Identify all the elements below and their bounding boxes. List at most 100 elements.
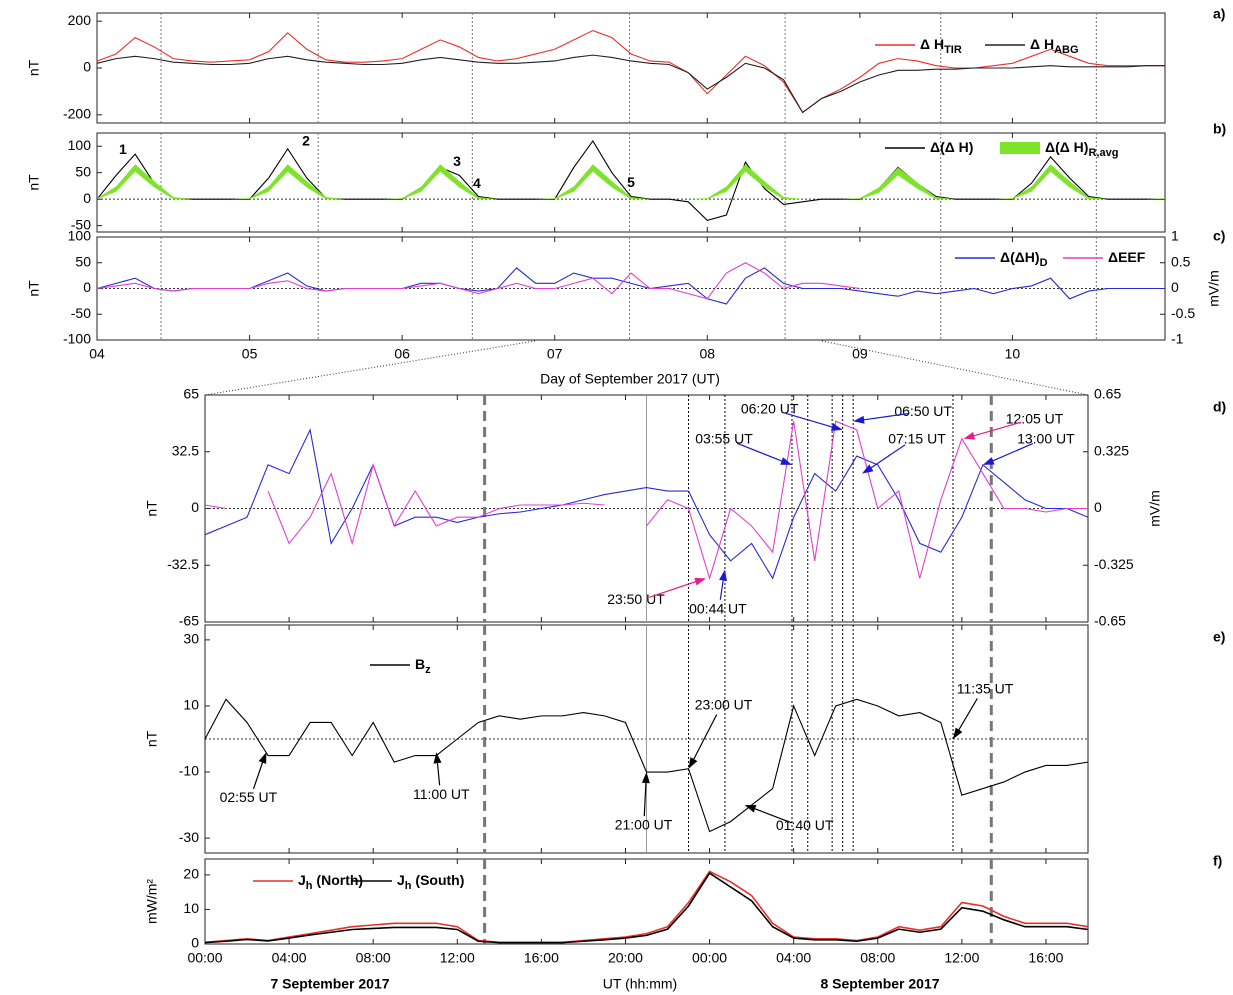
series-line <box>204 870 1089 944</box>
annotation-arrow <box>956 698 978 733</box>
arrow-head <box>953 727 963 739</box>
y2-tick-label: 0.325 <box>1094 442 1129 458</box>
annotation-label: 02:55 UT <box>220 789 278 805</box>
y-axis-label: mW/m² <box>144 879 160 924</box>
y-tick-label: 100 <box>68 137 92 153</box>
arrow-head <box>982 457 995 465</box>
series-line <box>96 139 1165 221</box>
legend-label: Δ HTIR <box>920 36 962 56</box>
annotation-arrow <box>782 411 836 429</box>
annotation-label: 13:00 UT <box>1017 431 1075 447</box>
legend-label: Δ HABG <box>1030 36 1079 56</box>
legend-subscript: ABG <box>1054 44 1078 56</box>
annotation-arrow <box>649 580 699 598</box>
y-tick-label: -50 <box>71 216 91 232</box>
y-tick-label: 20 <box>183 866 199 882</box>
legend-label: ΔEEF <box>1108 249 1146 265</box>
panel-label: e) <box>1213 629 1225 645</box>
y-tick-label: 0 <box>83 190 91 206</box>
arrow-head <box>853 415 865 424</box>
annotation-arrow <box>990 442 1034 463</box>
y-tick-label: 10 <box>183 900 199 916</box>
y2-tick-label: 0.5 <box>1171 253 1191 269</box>
annotation-label: 01:40 UT <box>776 817 834 833</box>
annotation-arrow <box>752 807 792 824</box>
arrow-head <box>719 569 727 582</box>
y-tick-label: 0 <box>83 59 91 75</box>
legend-name: Δ H <box>1030 36 1054 52</box>
legend-label: Bz <box>415 656 431 676</box>
y-tick-label: 50 <box>75 253 91 269</box>
x-tick-label: 04 <box>89 346 105 362</box>
x-axis-label: Day of September 2017 (UT) <box>540 371 720 387</box>
legend-name: Δ H <box>920 36 944 52</box>
legend-name: J <box>397 872 405 888</box>
y-tick-label: 30 <box>183 631 199 647</box>
annotation-label: 21:00 UT <box>615 817 673 833</box>
y-tick-label: 32.5 <box>172 442 199 458</box>
annotation-arrow <box>736 442 785 463</box>
x-tick-label: 09 <box>852 346 868 362</box>
legend-subscript: h <box>306 880 313 892</box>
x-tick-label: 10 <box>1005 346 1021 362</box>
x-tick-label: 07 <box>547 346 563 362</box>
x-tick-label: 04:00 <box>776 950 811 966</box>
y2-tick-label: 0 <box>1094 499 1102 515</box>
legend-suffix: (South) <box>412 872 465 888</box>
x-tick-label: 20:00 <box>608 950 643 966</box>
y-tick-label: -100 <box>63 331 91 347</box>
x-axis-label: UT (hh:mm) <box>603 976 677 992</box>
x-tick-label: 08:00 <box>356 950 391 966</box>
legend-name: ΔEEF <box>1108 249 1146 265</box>
band-area <box>97 164 1165 200</box>
y2-tick-label: 0 <box>1171 279 1179 295</box>
date-label: 8 September 2017 <box>820 976 939 992</box>
x-tick-label: 16:00 <box>524 950 559 966</box>
panel-frame <box>204 858 1089 945</box>
y2-tick-label: 1 <box>1171 228 1179 244</box>
series-line <box>96 262 860 300</box>
x-tick-label: 05 <box>242 346 258 362</box>
y2-tick-label: -0.65 <box>1094 613 1126 629</box>
y-tick-label: 100 <box>68 228 92 244</box>
series-line <box>204 698 1089 833</box>
y-axis-label: nT <box>144 500 160 517</box>
annotation-arrow <box>861 412 910 421</box>
y2-tick-label: -0.325 <box>1094 556 1134 572</box>
legend-label: Δ(ΔH)D <box>1000 249 1048 269</box>
y-tick-label: 0 <box>191 935 199 951</box>
y2-tick-label: 0.65 <box>1094 386 1121 402</box>
arrow-head <box>688 757 698 769</box>
annotation-arrow <box>868 444 906 470</box>
annotation-arrow <box>252 759 265 790</box>
arrow-head <box>830 423 843 431</box>
annotation-label: 5 <box>627 174 635 190</box>
y-tick-label: -65 <box>179 613 199 629</box>
y2-tick-label: -1 <box>1171 331 1184 347</box>
x-tick-label: 00:00 <box>187 950 222 966</box>
legend-name: Δ(ΔH) <box>1000 249 1040 265</box>
arrow-head <box>744 804 757 813</box>
panel-label: a) <box>1213 6 1225 22</box>
arrow-head <box>258 752 267 764</box>
x-tick-label: 16:00 <box>1028 950 1063 966</box>
y2-tick-label: -0.5 <box>1171 305 1195 321</box>
y-axis-label: nT <box>26 59 42 76</box>
arrow-head <box>694 577 706 586</box>
y-axis-label: nT <box>144 730 160 747</box>
legend-subscript: TIR <box>944 44 962 56</box>
y-tick-label: 50 <box>75 163 91 179</box>
annotation-arrow <box>971 421 1022 438</box>
panel-label: d) <box>1213 399 1226 415</box>
y-tick-label: -50 <box>71 305 91 321</box>
panel-label: c) <box>1213 228 1225 244</box>
y-tick-label: 200 <box>68 12 92 28</box>
panel-label: f) <box>1213 853 1222 869</box>
x-tick-label: 06 <box>394 346 410 362</box>
y-tick-label: -200 <box>63 106 91 122</box>
annotation-arrow <box>691 714 718 763</box>
series-line <box>96 29 1165 114</box>
x-tick-label: 08:00 <box>860 950 895 966</box>
y-tick-label: 10 <box>183 697 199 713</box>
